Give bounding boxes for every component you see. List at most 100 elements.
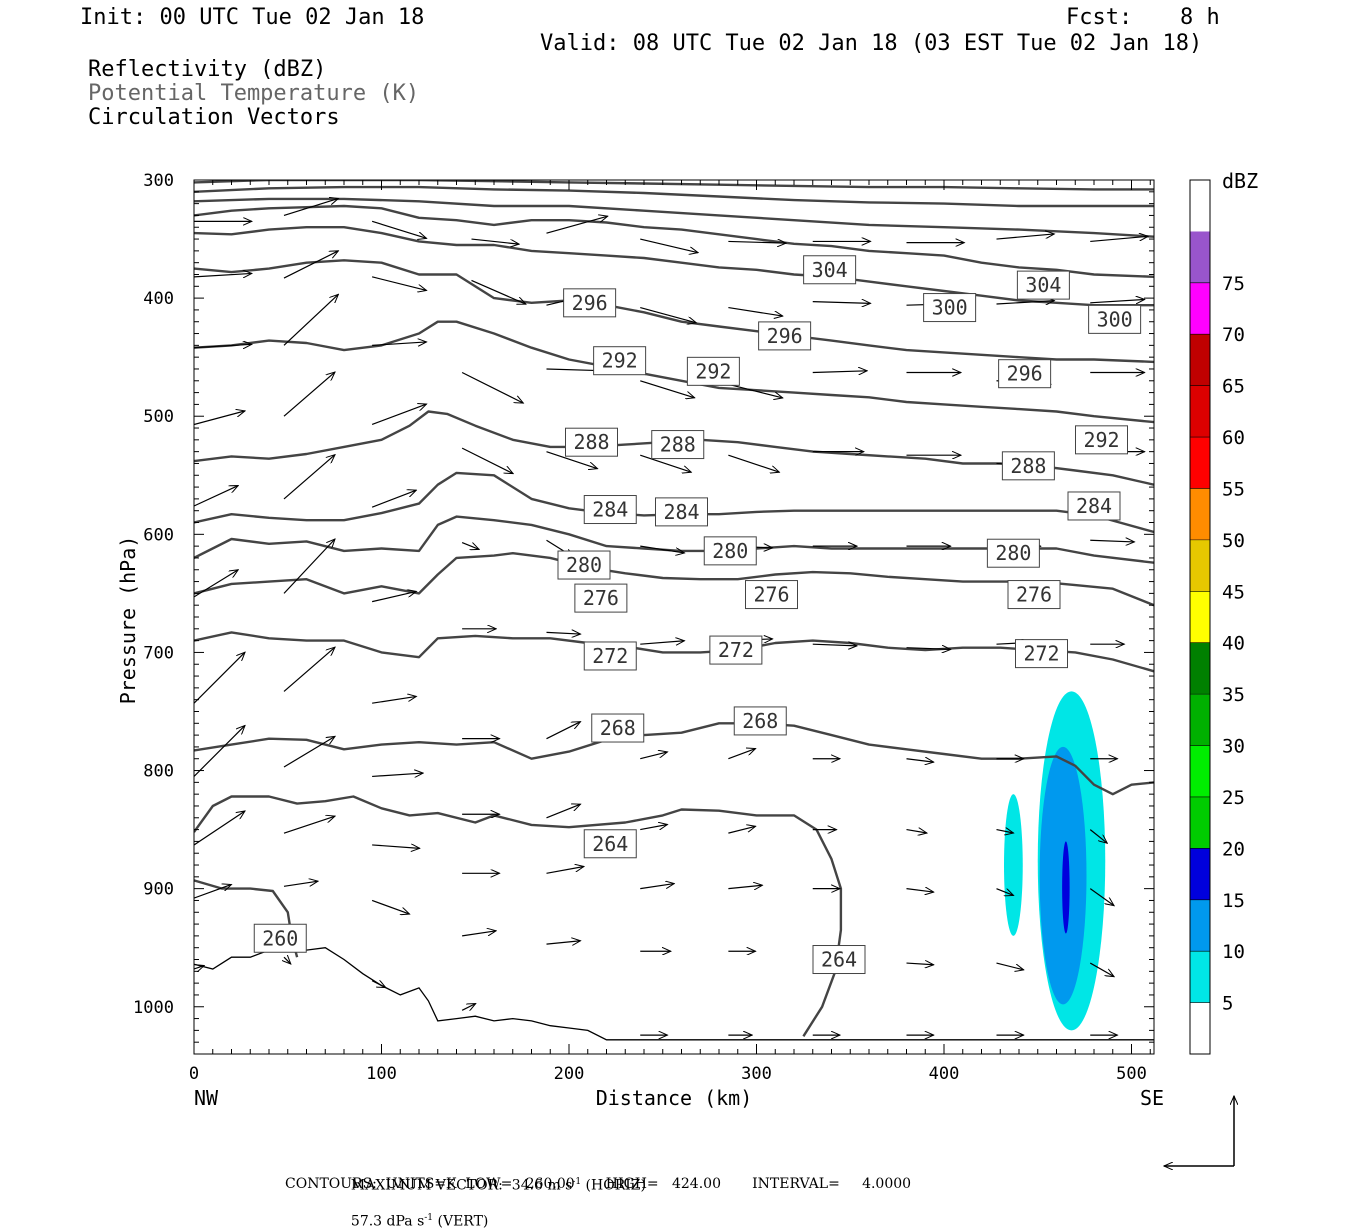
contour-label: 268 bbox=[591, 713, 645, 743]
contour-label: 304 bbox=[1016, 270, 1070, 300]
contour-label-text: 304 bbox=[812, 258, 848, 282]
x-right-end-label: SE bbox=[1140, 1086, 1164, 1110]
colorbar-level-label: 25 bbox=[1222, 787, 1245, 809]
colorbar-level-label: 70 bbox=[1222, 324, 1245, 346]
circulation-vector bbox=[906, 963, 934, 965]
circulation-vector bbox=[461, 1004, 476, 1011]
circulation-vector bbox=[283, 881, 318, 887]
contour-label-box bbox=[923, 293, 977, 323]
contour-label-text: 264 bbox=[821, 948, 857, 972]
field-circulation-vectors: Circulation Vectors bbox=[88, 105, 340, 130]
field-reflectivity: Reflectivity (dBZ) bbox=[88, 57, 327, 82]
colorbar-level-label: 35 bbox=[1222, 684, 1245, 706]
contour-label: 268 bbox=[733, 706, 787, 736]
circulation-vector bbox=[640, 545, 684, 553]
colorbar-level-label: 20 bbox=[1222, 838, 1245, 860]
contour-label-text: 284 bbox=[1076, 494, 1112, 518]
circulation-vectors-layer bbox=[194, 198, 1148, 1035]
contour-label: 272 bbox=[1015, 639, 1068, 669]
colorbar-unit: dBZ bbox=[1222, 169, 1258, 193]
circulation-vector bbox=[640, 752, 667, 760]
circulation-vector bbox=[371, 404, 426, 426]
circulation-vector bbox=[728, 454, 779, 472]
x-left-end-label: NW bbox=[194, 1086, 219, 1110]
contour-label-text: 296 bbox=[767, 324, 803, 348]
contour-label: 304 bbox=[803, 255, 857, 285]
circulation-vector bbox=[1090, 540, 1134, 542]
circulation-vector bbox=[906, 889, 934, 892]
contour-label-box bbox=[758, 321, 812, 351]
colorbar-level-label: 60 bbox=[1222, 427, 1245, 449]
theta-contour bbox=[194, 552, 1154, 607]
colorbar-swatch bbox=[1190, 334, 1210, 386]
contour-label: 292 bbox=[593, 346, 647, 376]
circulation-vector bbox=[640, 380, 694, 398]
max-vector-horiz-unit: (HORIZ) bbox=[581, 1177, 646, 1194]
x-axis-title: Distance (km) bbox=[596, 1086, 753, 1110]
contour-info-note: CONTOURS: UNITS=K LOW= 260.00 HIGH= 424.… bbox=[285, 1176, 912, 1192]
circulation-vector bbox=[728, 749, 755, 760]
circulation-vector bbox=[461, 542, 479, 550]
contour-label-box bbox=[1075, 425, 1128, 455]
colorbar-level-label: 5 bbox=[1222, 993, 1233, 1015]
contour-label-text: 292 bbox=[602, 349, 638, 373]
circulation-vector bbox=[284, 957, 291, 964]
contour-label: 284 bbox=[655, 497, 708, 527]
contour-label-text: 264 bbox=[592, 832, 628, 856]
circulation-vector bbox=[283, 198, 338, 217]
circulation-vector bbox=[1090, 236, 1148, 243]
terrain-line bbox=[194, 944, 1154, 1041]
colorbar-level-label: 30 bbox=[1222, 736, 1245, 758]
circulation-vector bbox=[546, 632, 581, 634]
x-tick-label: 300 bbox=[741, 1064, 772, 1084]
circulation-vector bbox=[283, 647, 335, 692]
circulation-vector bbox=[996, 888, 1014, 896]
circulation-vector bbox=[728, 826, 755, 834]
contour-label: 260 bbox=[253, 923, 307, 953]
theta-contour bbox=[194, 185, 1154, 208]
colorbar-level-label: 10 bbox=[1222, 941, 1245, 963]
colorbar-swatch bbox=[1190, 385, 1210, 438]
circulation-vector bbox=[194, 344, 252, 347]
circulation-vector bbox=[546, 451, 598, 469]
colorbar-level-label: 55 bbox=[1222, 478, 1245, 500]
contour-label-box bbox=[745, 580, 798, 610]
max-vector-vert: 57.3 dPa s bbox=[350, 1213, 425, 1229]
contour-label-box bbox=[574, 583, 628, 613]
contour-label-text: 288 bbox=[573, 430, 609, 454]
x-tick-label: 400 bbox=[929, 1064, 960, 1084]
contour-label-box bbox=[733, 706, 787, 736]
contour-label-box bbox=[583, 829, 637, 859]
contour-label-box bbox=[1015, 639, 1068, 669]
axes-layer: 0 100 200 300 400 500 300 400 500 600 700 800 900 100… bbox=[133, 171, 1154, 1084]
terrain-layer bbox=[194, 944, 1154, 1041]
circulation-vector bbox=[546, 722, 581, 740]
contour-label-text: 300 bbox=[1097, 307, 1133, 331]
init-time: Init: 00 UTC Tue 02 Jan 18 bbox=[80, 5, 425, 30]
circulation-vector bbox=[546, 804, 581, 819]
circulation-vector bbox=[461, 371, 523, 404]
contour-label-box bbox=[253, 923, 307, 953]
contour-label: 276 bbox=[745, 580, 798, 610]
theta-contour bbox=[194, 515, 1154, 564]
circulation-vector bbox=[371, 220, 426, 238]
circulation-vector bbox=[1090, 299, 1144, 302]
contour-label: 272 bbox=[583, 641, 637, 671]
contour-label-box bbox=[1067, 491, 1121, 521]
contour-label-box bbox=[591, 713, 645, 743]
y-tick-label: 1000 bbox=[133, 998, 174, 1018]
theta-contour bbox=[194, 204, 1154, 278]
contour-label-box bbox=[565, 427, 618, 457]
contour-label: 284 bbox=[1067, 491, 1121, 521]
circulation-vector bbox=[471, 238, 520, 244]
circulation-vector bbox=[1089, 888, 1114, 906]
y-tick-label: 600 bbox=[143, 525, 174, 545]
contour-label-text: 260 bbox=[262, 926, 298, 950]
colorbar-frame bbox=[1189, 179, 1211, 1055]
circulation-vector bbox=[812, 644, 857, 646]
contour-label-box bbox=[563, 288, 617, 318]
contour-label-box bbox=[1088, 304, 1142, 334]
circulation-vector bbox=[906, 759, 934, 762]
circulation-vector bbox=[194, 485, 238, 507]
